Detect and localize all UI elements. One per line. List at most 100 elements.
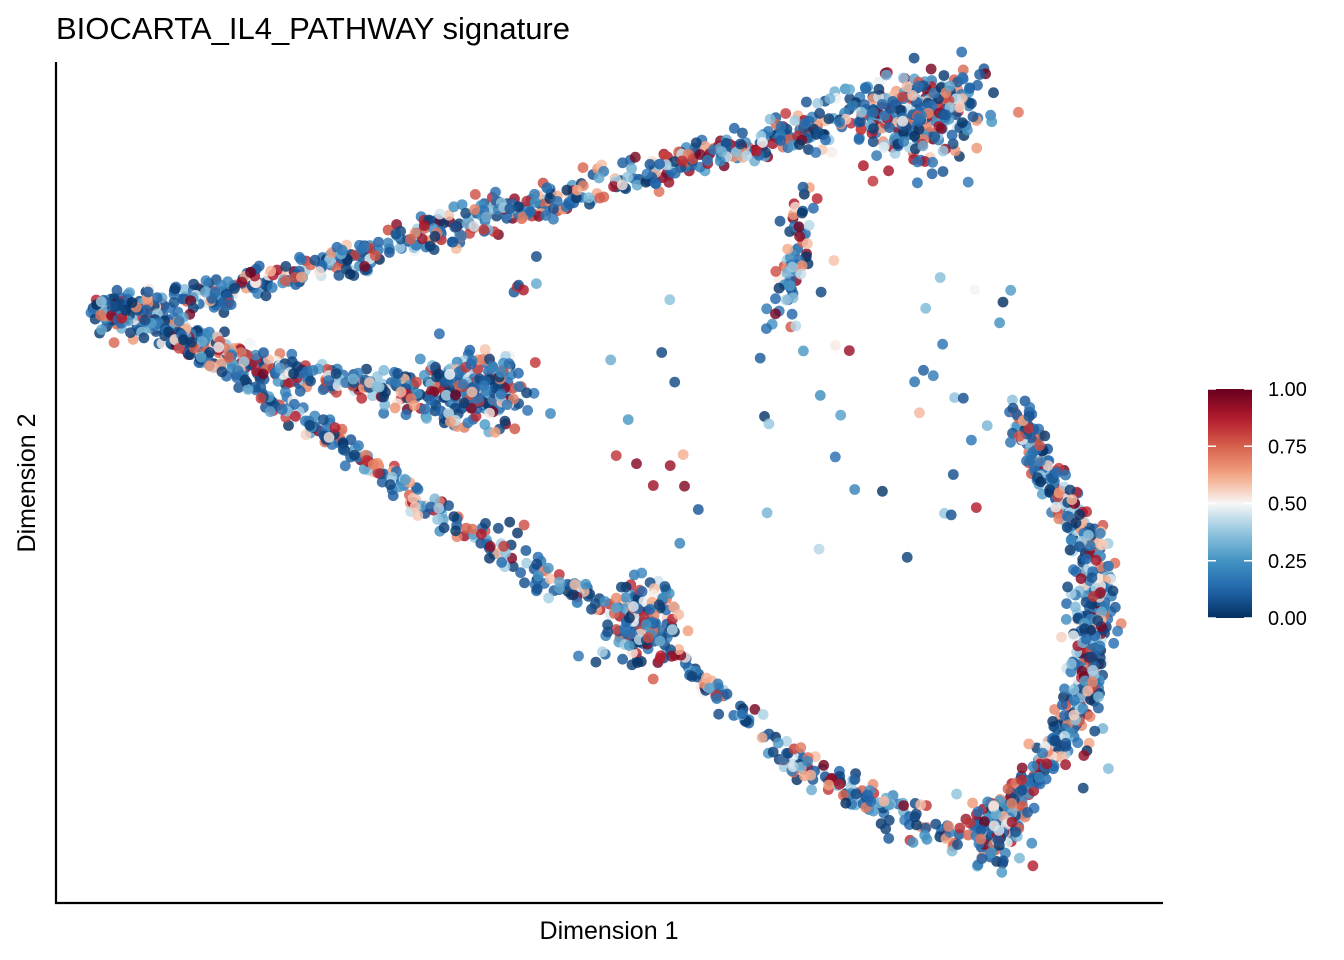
scatter-point bbox=[1056, 631, 1067, 643]
scatter-point bbox=[1082, 685, 1093, 697]
scatter-point bbox=[499, 415, 511, 427]
scatter-point bbox=[876, 99, 888, 110]
scatter-point bbox=[1061, 598, 1072, 609]
scatter-point bbox=[990, 808, 1002, 820]
scatter-point bbox=[1086, 651, 1098, 663]
scatter-point bbox=[333, 270, 345, 281]
scatter-point bbox=[1049, 735, 1061, 746]
scatter-point bbox=[1084, 540, 1096, 552]
scatter-point bbox=[223, 352, 235, 363]
scatter-point bbox=[624, 612, 635, 624]
scatter-point bbox=[484, 552, 495, 564]
colorbar-tick-label: 0.50 bbox=[1268, 494, 1307, 516]
scatter-point bbox=[382, 237, 394, 249]
scatter-point bbox=[610, 450, 622, 461]
scatter-point bbox=[339, 460, 351, 472]
scatter-point bbox=[772, 737, 784, 749]
scatter-point bbox=[96, 324, 107, 336]
scatter-point bbox=[373, 236, 384, 248]
scatter-point bbox=[1094, 640, 1106, 652]
scatter-point bbox=[405, 233, 416, 245]
scatter-point bbox=[359, 261, 370, 272]
scatter-point bbox=[438, 217, 450, 229]
scatter-point bbox=[323, 432, 335, 443]
chart-title: BIOCARTA_IL4_PATHWAY signature bbox=[56, 11, 570, 46]
scatter-point bbox=[945, 509, 957, 521]
scatter-point bbox=[231, 372, 243, 384]
scatter-point bbox=[829, 451, 841, 463]
scatter-point bbox=[883, 833, 895, 844]
scatter-point bbox=[1024, 402, 1036, 413]
scatter-point bbox=[897, 72, 909, 84]
scatter-point bbox=[412, 510, 424, 521]
scatter-point bbox=[763, 418, 775, 430]
scatter-point bbox=[138, 332, 150, 344]
scatter-point bbox=[757, 709, 769, 720]
scatter-point bbox=[429, 493, 441, 505]
scatter-point bbox=[216, 366, 228, 378]
scatter-point bbox=[711, 693, 723, 704]
scatter-point bbox=[1107, 585, 1119, 597]
scatter-point bbox=[644, 159, 656, 170]
scatter-point bbox=[304, 420, 316, 431]
scatter-point bbox=[1041, 758, 1053, 770]
scatter-point bbox=[803, 219, 815, 231]
scatter-point bbox=[834, 778, 845, 790]
scatter-point bbox=[749, 704, 761, 715]
scatter-point bbox=[318, 414, 329, 425]
scatter-point bbox=[1097, 723, 1109, 734]
scatter-point bbox=[553, 569, 565, 580]
scatter-point bbox=[761, 507, 773, 519]
scatter-point bbox=[317, 384, 329, 396]
scatter-point bbox=[627, 601, 639, 612]
scatter-point bbox=[981, 420, 993, 431]
scatter-point bbox=[204, 347, 216, 358]
scatter-point bbox=[409, 501, 421, 513]
scatter-point bbox=[701, 672, 712, 684]
scatter-point bbox=[95, 309, 106, 321]
scatter-point bbox=[1066, 658, 1077, 670]
scatter-point bbox=[787, 761, 799, 773]
scatter-point bbox=[457, 378, 469, 390]
scatter-point bbox=[954, 101, 966, 113]
scatter-point bbox=[513, 201, 524, 213]
scatter-point bbox=[429, 231, 441, 242]
scatter-point bbox=[1060, 737, 1072, 749]
scatter-point bbox=[1016, 762, 1028, 774]
scatter-point bbox=[858, 160, 869, 172]
scatter-point bbox=[962, 176, 974, 188]
scatter-point bbox=[929, 131, 941, 143]
scatter-point bbox=[445, 416, 456, 427]
scatter-point bbox=[856, 106, 867, 118]
scatter-point bbox=[1087, 676, 1099, 688]
scatter-point bbox=[95, 296, 107, 308]
scatter-point bbox=[466, 386, 478, 398]
scatter-point bbox=[529, 196, 541, 208]
scatter-point bbox=[307, 365, 319, 376]
scatter-point bbox=[775, 121, 787, 132]
scatter-point bbox=[801, 96, 812, 108]
scatter-point bbox=[730, 146, 742, 158]
scatter-point bbox=[855, 116, 866, 127]
scatter-point bbox=[1027, 446, 1039, 458]
scatter-point bbox=[971, 142, 983, 154]
scatter-point bbox=[215, 358, 227, 370]
scatter-point bbox=[782, 243, 794, 255]
scatter-point bbox=[126, 297, 138, 308]
scatter-point bbox=[531, 278, 542, 289]
scatter-point bbox=[774, 215, 786, 227]
scatter-point bbox=[393, 481, 405, 493]
scatter-point bbox=[951, 788, 962, 800]
scatter-point bbox=[344, 268, 356, 280]
scatter-point bbox=[1089, 725, 1101, 737]
scatter-point bbox=[282, 378, 293, 389]
scatter-point bbox=[798, 345, 809, 357]
scatter-point bbox=[935, 123, 947, 134]
scatter-point bbox=[195, 351, 207, 363]
scatter-point bbox=[930, 818, 942, 830]
scatter-point bbox=[1060, 759, 1071, 771]
scatter-point bbox=[790, 320, 802, 332]
scatter-point bbox=[907, 837, 919, 848]
scatter-point bbox=[1047, 716, 1059, 727]
scatter-point bbox=[447, 236, 459, 248]
